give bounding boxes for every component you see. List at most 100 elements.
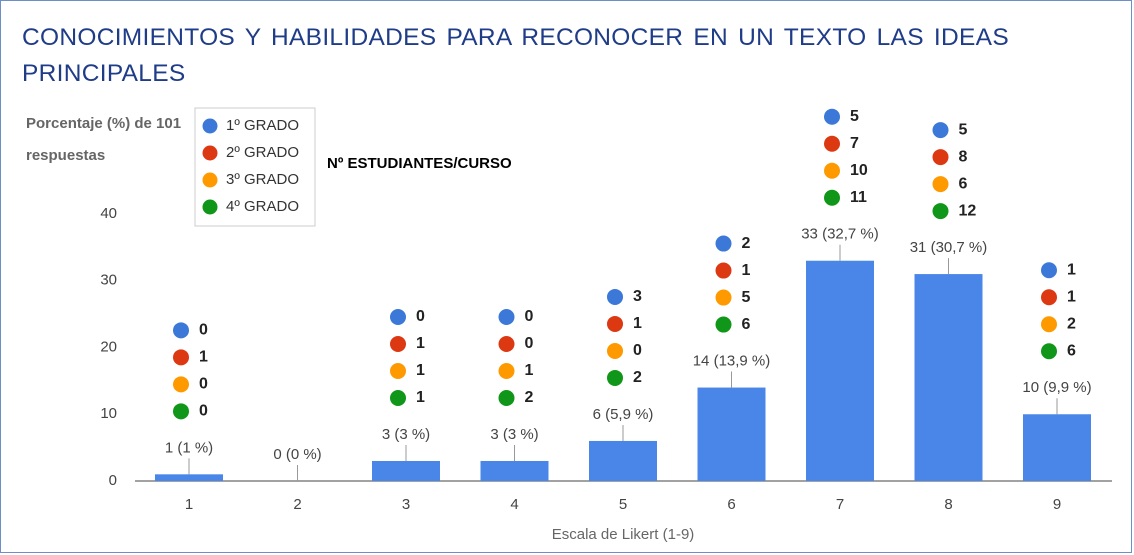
y-tick-label: 20 (100, 338, 117, 355)
grade-dot (390, 389, 406, 406)
grade-dot (390, 362, 406, 379)
x-tick-label: 3 (402, 496, 410, 513)
bar (914, 274, 983, 481)
grade-count: 0 (633, 342, 642, 359)
x-tick-label: 9 (1053, 496, 1061, 513)
grade-dot (390, 335, 406, 352)
grade-dot (932, 203, 949, 220)
grade-dot (607, 288, 623, 305)
grade-dot (715, 316, 732, 333)
grade-count: 6 (1067, 342, 1076, 359)
bar (372, 460, 440, 481)
y-tick-label: 40 (100, 205, 117, 222)
legend-dot (202, 199, 218, 215)
grade-dot (715, 262, 732, 279)
y-tick-label: 30 (100, 272, 117, 289)
grade-count: 11 (850, 189, 867, 206)
grade-dot (498, 308, 515, 325)
grade-count: 8 (959, 148, 968, 165)
bar (589, 440, 657, 481)
grade-count: 5 (959, 121, 968, 138)
grade-count: 1 (1067, 261, 1076, 278)
grade-dot (607, 369, 623, 386)
grade-count: 0 (525, 308, 534, 325)
grade-count: 1 (742, 262, 751, 279)
grade-dot (498, 335, 515, 352)
x-tick-label: 8 (944, 496, 952, 513)
grade-dot (173, 322, 189, 339)
grade-count: 0 (199, 322, 208, 339)
bar (806, 260, 874, 481)
grade-dot (173, 403, 189, 420)
value-label: 1 (1 %) (165, 439, 213, 456)
value-label: 10 (9,9 %) (1022, 379, 1091, 396)
y-tick-label: 0 (109, 472, 117, 489)
legend-dot (202, 172, 218, 188)
grade-dot (607, 342, 623, 359)
x-axis-label: Escala de Likert (1-9) (552, 526, 695, 543)
grade-dot (715, 235, 732, 252)
grade-dot (390, 308, 406, 325)
value-label: 14 (13,9 %) (693, 353, 771, 370)
grade-dot (607, 315, 623, 332)
legend-dot (202, 118, 218, 134)
grade-dot (1041, 262, 1057, 279)
legend-label: 4º GRADO (226, 198, 299, 215)
grade-dot (824, 108, 840, 125)
x-tick-label: 7 (836, 496, 844, 513)
grade-dot (1041, 316, 1057, 333)
grade-count: 2 (742, 235, 751, 252)
grade-count: 2 (1067, 315, 1076, 332)
grade-count: 1 (416, 335, 425, 352)
x-tick-label: 6 (727, 496, 735, 513)
value-label: 3 (3 %) (490, 426, 538, 443)
grade-count: 2 (633, 369, 642, 386)
grade-count: 6 (959, 175, 968, 192)
grade-count: 1 (416, 362, 425, 379)
grade-count: 2 (525, 389, 534, 406)
grade-count: 1 (1067, 288, 1076, 305)
grade-count: 6 (742, 316, 751, 333)
grade-dot (824, 135, 840, 152)
grade-count: 0 (199, 376, 208, 393)
legend-label: 1º GRADO (226, 117, 299, 134)
grade-count: 12 (959, 202, 977, 219)
value-label: 31 (30,7 %) (910, 239, 988, 256)
y-tick-label: 10 (100, 405, 117, 422)
grade-dot (173, 349, 189, 366)
grade-count: 5 (850, 108, 859, 125)
grade-count: 1 (199, 349, 208, 366)
value-label: 33 (32,7 %) (801, 226, 879, 243)
bar (480, 460, 549, 481)
grade-count: 0 (525, 335, 534, 352)
bar (1023, 414, 1091, 481)
grade-dot (932, 176, 949, 193)
y-axis-label: Porcentaje (%) de 101 respuestas (26, 115, 182, 164)
grade-count: 1 (525, 362, 534, 379)
grade-count: 0 (199, 403, 208, 420)
bar (697, 387, 766, 481)
grade-dot (824, 162, 840, 179)
bar (155, 474, 223, 481)
grade-dot (173, 376, 189, 393)
grade-dot (824, 189, 840, 206)
value-label: 0 (0 %) (273, 446, 321, 463)
legend-dot (202, 145, 218, 161)
x-tick-label: 4 (510, 496, 518, 513)
grade-dot (498, 389, 515, 406)
value-label: 3 (3 %) (382, 426, 430, 443)
grade-count: 10 (850, 162, 868, 179)
grade-count: 3 (633, 288, 642, 305)
legend-label: 2º GRADO (226, 144, 299, 161)
grade-count: 5 (742, 289, 751, 306)
grade-dot (932, 122, 949, 139)
legend-label: 3º GRADO (226, 171, 299, 188)
x-tick-label: 1 (185, 496, 193, 513)
annotation: Nº ESTUDIANTES/CURSO (327, 155, 512, 172)
grade-count: 1 (416, 389, 425, 406)
grade-count: 0 (416, 308, 425, 325)
grade-count: 7 (850, 135, 859, 152)
grade-dot (498, 362, 515, 379)
